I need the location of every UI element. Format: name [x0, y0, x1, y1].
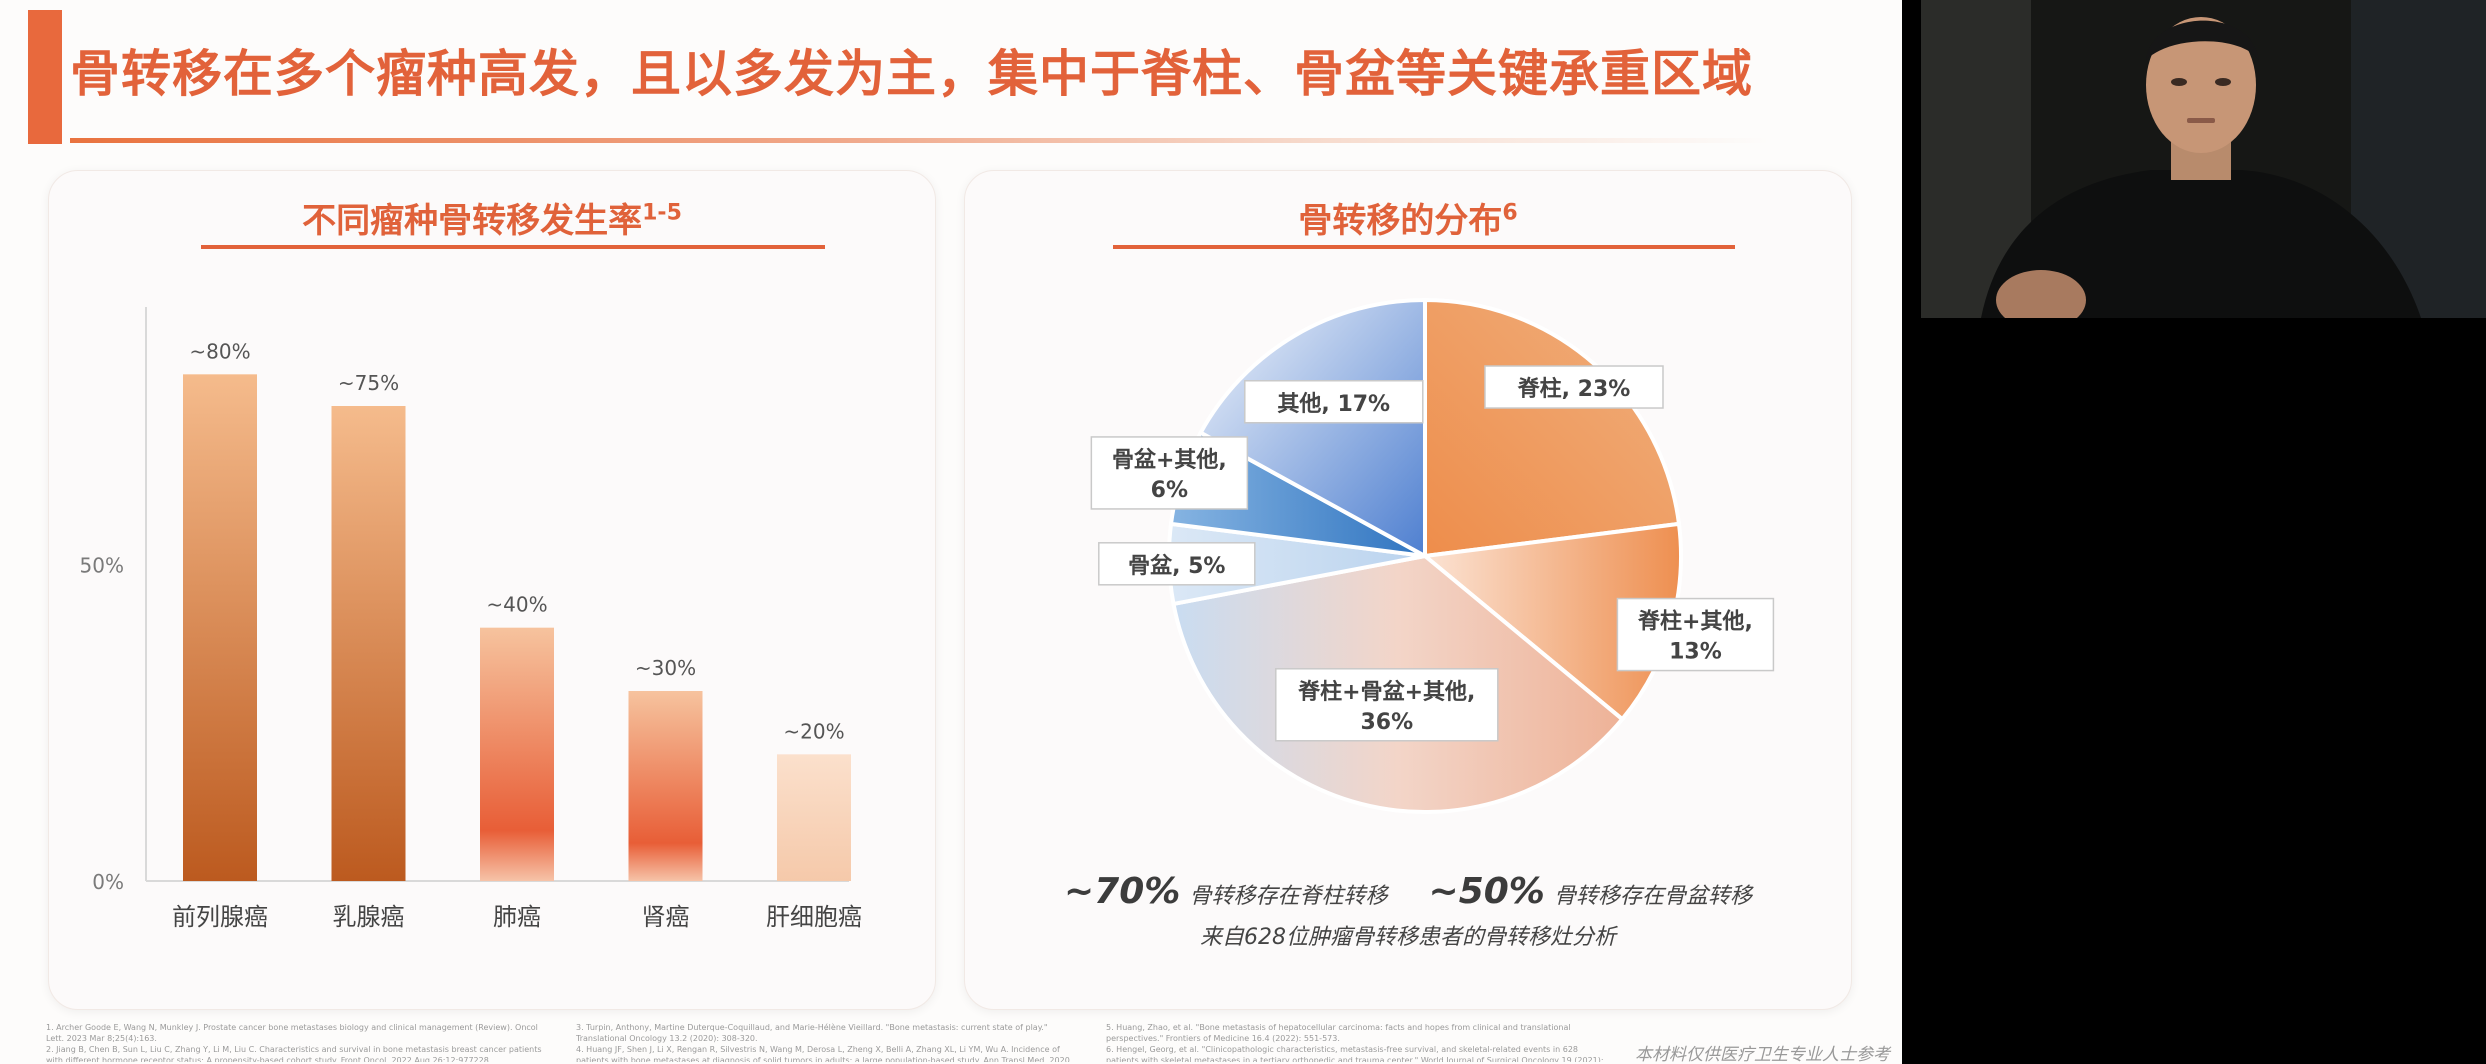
right-panel-title-ref: 6 — [1502, 200, 1518, 226]
bar — [331, 406, 406, 881]
pie-label-text: 36% — [1360, 710, 1413, 735]
pie-label-box — [1616, 597, 1775, 672]
pie-slice-label: 骨盆, 5% — [1098, 542, 1256, 586]
bar-data-label: ~75% — [338, 371, 399, 395]
pie-label-box — [1244, 380, 1424, 424]
left-panel-title: 不同瘤种骨转移发生率1-5 — [49, 193, 935, 242]
footnote-col-2: 3. Turpin, Anthony, Martine Duterque-Coq… — [576, 1022, 1076, 1062]
footnote-col-3: 5. Huang, Zhao, et al. "Bone metastasis … — [1106, 1022, 1606, 1062]
x-category-label: 肺癌 — [493, 903, 541, 931]
bar — [628, 691, 703, 881]
pie-slice-label: 脊柱+其他, 13% — [1616, 597, 1775, 672]
right-panel: 骨转移的分布6 — [964, 170, 1852, 1010]
left-panel-title-text: 不同瘤种骨转移发生率 — [302, 201, 643, 241]
pie-slice — [1197, 297, 1427, 560]
bar-data-label: ~40% — [486, 593, 547, 617]
bar — [183, 374, 257, 881]
pie-label-text: 13% — [1669, 640, 1722, 665]
webcam-feed — [1921, 0, 2486, 318]
footnote: 2. Jiang B, Chen B, Sun L, Liu C, Zhang … — [46, 1045, 542, 1062]
pie-label-text: 脊柱, 23% — [1517, 376, 1631, 402]
bar-data-label: ~20% — [783, 719, 844, 743]
y-tick-label: 0% — [92, 870, 124, 894]
footnote-col-1: 1. Archer Goode E, Wang N, Munkley J. Pr… — [46, 1022, 546, 1062]
bar — [777, 754, 851, 881]
y-tick-label: 50% — [80, 553, 124, 577]
slide: 骨转移在多个瘤种高发，且以多发为主，集中于脊柱、骨盆等关键承重区域 不同瘤种骨转… — [0, 0, 1902, 1064]
pie-chart: 脊柱, 23% 脊柱+其他, 13% 脊柱+骨盆+其他, 36% 骨盆, 5% 骨盆+其他,… — [1090, 297, 1775, 814]
pie-slice-label: 其他, 17% — [1244, 380, 1424, 424]
left-panel: 不同瘤种骨转移发生率1-5 0% 50% ~80% 前列腺癌 ~75% 乳腺癌 ~40% 肺癌… — [48, 170, 936, 1010]
pie-slice-label: 脊柱+骨盆+其他, 36% — [1275, 668, 1499, 742]
pie-label-text: 6% — [1151, 478, 1188, 503]
left-panel-rule — [201, 245, 825, 249]
pie-label-box — [1090, 436, 1249, 510]
slide-title: 骨转移在多个瘤种高发，且以多发为主，集中于脊柱、骨盆等关键承重区域 — [70, 45, 1753, 103]
footnote: 5. Huang, Zhao, et al. "Bone metastasis … — [1106, 1023, 1571, 1043]
pie-label-text: 骨盆+其他, — [1112, 447, 1227, 473]
pie-label-text: 脊柱+骨盆+其他, — [1297, 679, 1475, 705]
pie-label-text: 其他, 17% — [1277, 392, 1390, 417]
x-category-label: 肝细胞癌 — [766, 903, 862, 931]
x-category-label: 前列腺癌 — [172, 903, 268, 931]
right-panel-rule — [1113, 245, 1735, 249]
pie-label-box — [1484, 365, 1664, 409]
pie-label-box — [1098, 542, 1256, 586]
stat-spine-text: 骨转移存在脊柱转移 — [1189, 884, 1388, 909]
bar-data-label: ~30% — [635, 656, 696, 680]
presenter-face — [2146, 17, 2256, 153]
footnote: 3. Turpin, Anthony, Martine Duterque-Coq… — [576, 1023, 1048, 1043]
footnote: 1. Archer Goode E, Wang N, Munkley J. Pr… — [46, 1023, 538, 1043]
bar-data-label: ~80% — [189, 339, 250, 363]
pie-slice-label: 脊柱, 23% — [1484, 365, 1664, 409]
source-note: 来自628位肿瘤骨转移患者的骨转移灶分析 — [1200, 925, 1616, 950]
bar-chart: 0% 50% ~80% 前列腺癌 ~75% 乳腺癌 ~40% 肺癌 ~30% 肾癌 ~20% 肝细胞癌 — [80, 307, 862, 931]
right-panel-title: 骨转移的分布6 — [965, 193, 1851, 242]
footnote: 4. Huang JF, Shen J, Li X, Rengan R, Sil… — [576, 1045, 1070, 1062]
stats-row: ~70% 骨转移存在脊柱转移 ~50% 骨转移存在骨盆转移 — [965, 871, 1851, 912]
pie-slice-label: 骨盆+其他, 6% — [1090, 436, 1249, 510]
pie-label-box — [1275, 668, 1499, 742]
x-category-label: 肾癌 — [642, 903, 690, 931]
pie-slice — [1423, 297, 1682, 559]
title-underline — [70, 138, 1770, 143]
disclaimer: 本材料仅供医疗卫生专业人士参考 — [1635, 1045, 1890, 1064]
stat-spine-value: ~70% — [1064, 871, 1181, 912]
title-accent-bar — [28, 10, 62, 144]
presenter-shirt — [1981, 170, 2421, 318]
stat-pelvis-value: ~50% — [1428, 871, 1545, 912]
bar — [480, 627, 554, 881]
left-panel-title-ref: 1-5 — [642, 200, 682, 226]
footnote: 6. Hengel, Georg, et al. "Clinicopatholo… — [1106, 1045, 1604, 1062]
right-panel-title-text: 骨转移的分布 — [1298, 201, 1503, 241]
footnotes: 1. Archer Goode E, Wang N, Munkley J. Pr… — [46, 1022, 1646, 1062]
x-category-label: 乳腺癌 — [333, 903, 405, 931]
pie-label-text: 骨盆, 5% — [1128, 553, 1225, 579]
presenter-video — [1921, 0, 2486, 318]
stat-pelvis-text: 骨转移存在骨盆转移 — [1553, 884, 1752, 909]
pie-label-text: 脊柱+其他, — [1637, 609, 1753, 635]
